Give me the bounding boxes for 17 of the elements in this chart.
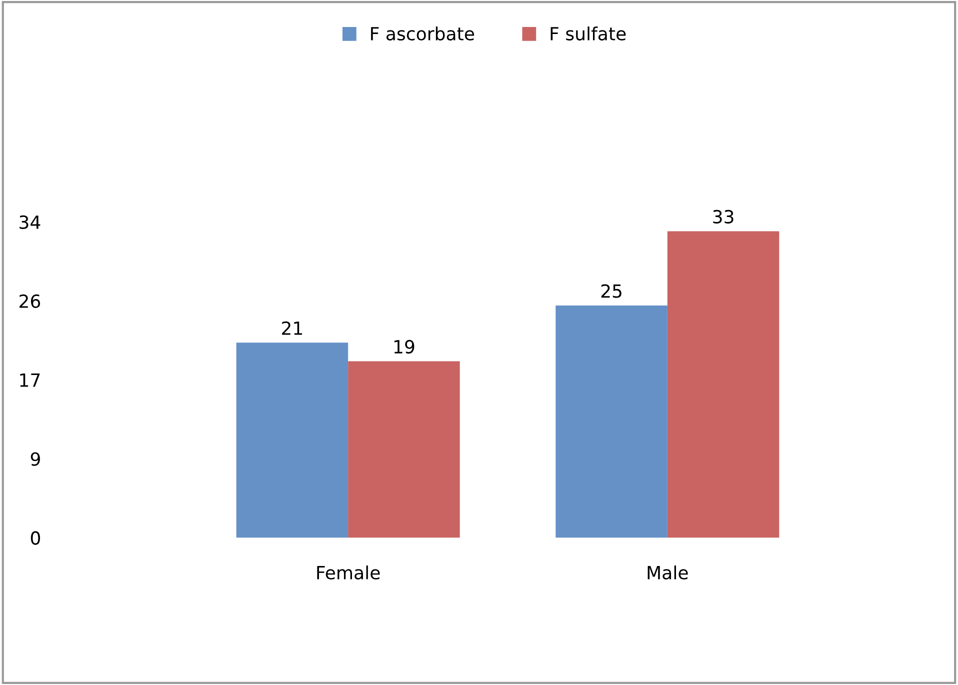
bar [236, 342, 348, 538]
data-label: 33 [713, 210, 734, 224]
data-label: 21 [282, 321, 302, 335]
y-tick-label: 9 [30, 452, 40, 466]
bar [667, 231, 780, 538]
x-tick-label: Female [317, 566, 380, 580]
legend-label: F ascorbate [371, 26, 474, 40]
data-label: 19 [394, 340, 414, 354]
y-tick-label: 26 [20, 294, 40, 308]
y-tick-label: 34 [20, 215, 40, 230]
legend-label: F sulfate [550, 26, 626, 40]
y-tick-label: 17 [20, 374, 40, 387]
bar [348, 361, 460, 538]
x-tick-label: Male [648, 566, 688, 580]
data-label: 25 [601, 284, 622, 298]
bar [556, 306, 668, 538]
y-tick-label: 0 [30, 531, 40, 545]
